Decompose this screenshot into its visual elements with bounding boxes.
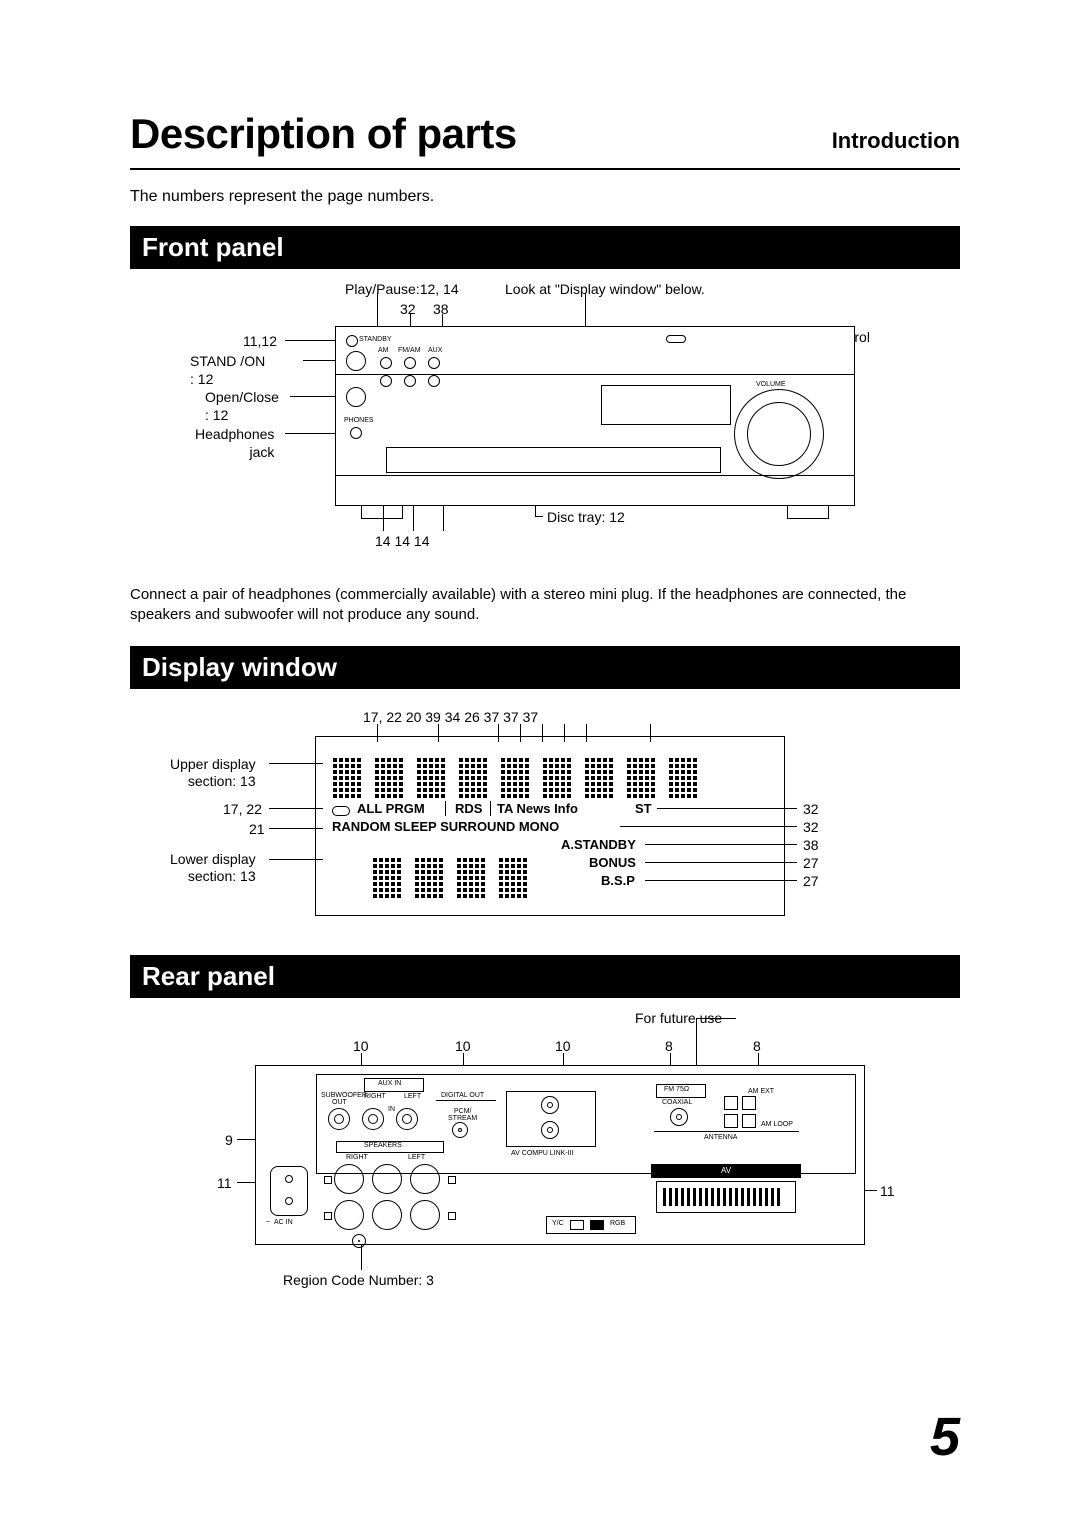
tiny-speakers: SPEAKERS xyxy=(364,1142,402,1151)
page-number: 5 xyxy=(930,1406,960,1468)
tiny-coax: COAXIAL xyxy=(662,1099,692,1108)
r27b: 27 xyxy=(803,873,819,891)
l11: 11 xyxy=(217,1175,232,1193)
page-title: Description of parts xyxy=(130,110,517,158)
disc-tray-label: Disc tray: 12 xyxy=(547,509,625,527)
row-rds: RDS xyxy=(455,801,482,817)
front-panel-heading: Front panel xyxy=(130,226,960,269)
headphone-note: Connect a pair of headphones (commercial… xyxy=(130,585,960,626)
upper-text: Upper display xyxy=(170,756,256,772)
tiny-acin: AC IN xyxy=(274,1219,293,1228)
front-device: STANDBY AM FM/AM AUX PHONES VOLUME xyxy=(335,326,855,506)
l9: 9 xyxy=(225,1132,233,1150)
row-4: BONUS xyxy=(589,855,636,871)
region-code: Region Code Number: 3 xyxy=(283,1272,434,1290)
row-st: ST xyxy=(635,801,652,817)
top-nums: 17, 22 20 39 34 26 37 37 37 xyxy=(363,709,538,727)
tiny-digout: DIGITAL OUT xyxy=(441,1092,484,1101)
n32: 32 xyxy=(400,301,416,319)
row-all: ALL PRGM xyxy=(357,801,425,817)
tiny-av: AV xyxy=(651,1164,801,1178)
rear-device: SUBWOOFER OUT AUX IN RIGHT LEFT IN DIGIT… xyxy=(255,1065,865,1245)
r11: 11 xyxy=(880,1183,895,1201)
lower-text: Lower display xyxy=(170,851,256,867)
r38: 38 xyxy=(803,837,819,855)
stand-on: STAND /ON : 12 xyxy=(190,353,265,388)
tiny-avcompu: AV COMPU LINK-III xyxy=(511,1150,574,1159)
rear-panel-heading: Rear panel xyxy=(130,955,960,998)
l-11-12: 11,12 xyxy=(243,333,277,351)
lower-disp: Lower display section: 13 xyxy=(170,851,256,886)
tiny-aux: AUX xyxy=(428,347,442,356)
tiny-leftB: LEFT xyxy=(408,1154,425,1163)
play-pause-label: Play/Pause:12, 14 xyxy=(345,281,459,299)
open-close: Open/Close : 12 xyxy=(205,389,279,424)
tiny-leftA: LEFT xyxy=(404,1093,421,1102)
tiny-auxin: AUX IN xyxy=(378,1080,401,1089)
headphones-text: Headphones xyxy=(195,426,274,442)
stand-on-page: : 12 xyxy=(190,371,213,387)
tiny-fmam: FM/AM xyxy=(398,347,421,356)
n38: 38 xyxy=(433,301,449,319)
tiny-rightB: RIGHT xyxy=(346,1154,368,1163)
front-panel-diagram: Play/Pause:12, 14 Look at "Display windo… xyxy=(135,281,955,571)
l-21: 21 xyxy=(249,821,265,839)
tiny-am: AM xyxy=(378,347,389,356)
tiny-antenna: ANTENNA xyxy=(704,1134,737,1143)
headphones: Headphones jack xyxy=(195,426,274,461)
headphones-jack: jack xyxy=(250,444,275,460)
lookat-label: Look at "Display window" below. xyxy=(505,281,705,299)
t8b: 8 xyxy=(753,1038,761,1056)
header: Description of parts Introduction xyxy=(130,110,960,170)
n14: 14 14 14 xyxy=(375,533,430,551)
upper-disp: Upper display section: 13 xyxy=(170,756,256,791)
tiny-in: IN xyxy=(388,1106,395,1115)
r32a: 32 xyxy=(803,801,819,819)
row-3: A.STANDBY xyxy=(561,837,636,853)
tiny-out: OUT xyxy=(332,1099,347,1108)
row-5: B.S.P xyxy=(601,873,635,889)
rear-diagram: For future use 10 10 10 8 8 9 11 11 Regi… xyxy=(135,1010,955,1290)
tiny-fm75: FM 75Ω xyxy=(664,1086,689,1095)
tiny-phones: PHONES xyxy=(344,417,374,426)
display-diagram: 17, 22 20 39 34 26 37 37 37 Upper displa… xyxy=(135,701,955,941)
l-1722: 17, 22 xyxy=(223,801,262,819)
open-close-text: Open/Close xyxy=(205,389,279,405)
tiny-standby: STANDBY xyxy=(359,336,392,345)
r27a: 27 xyxy=(803,855,819,873)
r32b: 32 xyxy=(803,819,819,837)
upper-section: section: 13 xyxy=(188,773,256,789)
intro-text: The numbers represent the page numbers. xyxy=(130,188,960,206)
stand-on-text: STAND /ON xyxy=(190,353,265,369)
section-label: Introduction xyxy=(832,128,960,154)
tiny-rightA: RIGHT xyxy=(364,1093,386,1102)
row-ta: TA News Info xyxy=(497,801,578,817)
open-close-page: : 12 xyxy=(205,407,228,423)
tiny-amloop: AM LOOP xyxy=(761,1121,793,1130)
t8a: 8 xyxy=(665,1038,673,1056)
tiny-yc: Y/C xyxy=(552,1220,564,1229)
lower-section: section: 13 xyxy=(188,868,256,884)
tiny-rgb: RGB xyxy=(610,1220,625,1229)
display-window-heading: Display window xyxy=(130,646,960,689)
row-2: RANDOM SLEEP SURROUND MONO xyxy=(332,819,559,835)
